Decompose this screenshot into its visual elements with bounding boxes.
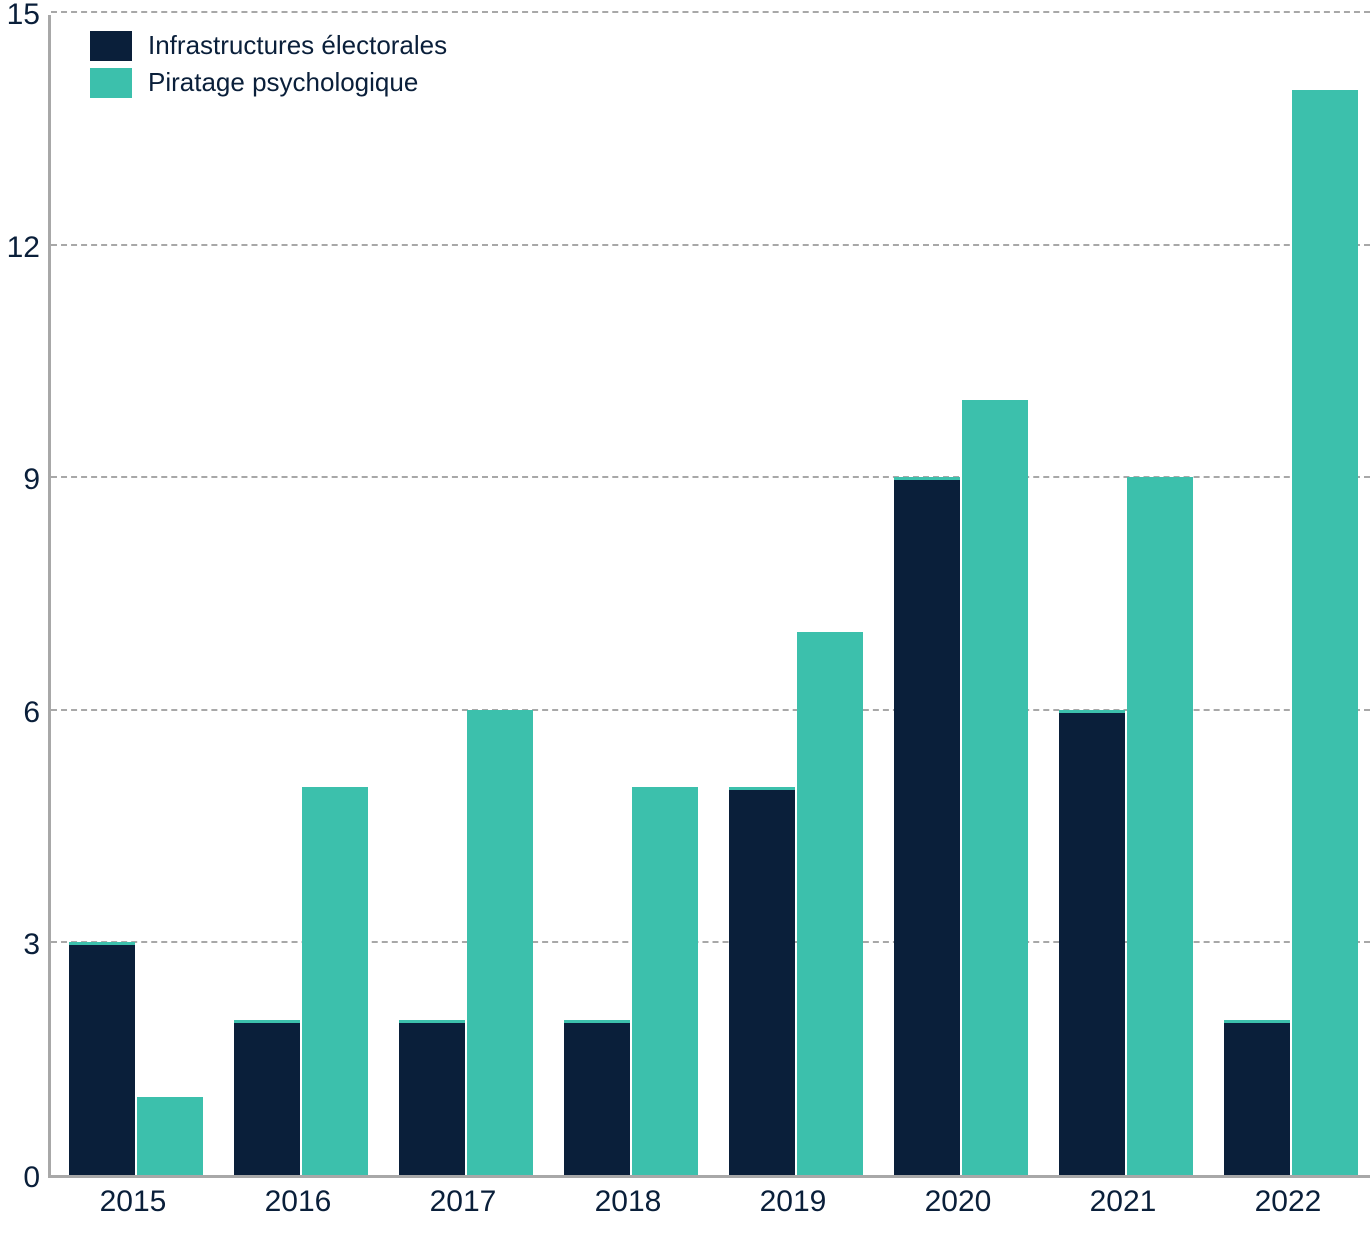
x-axis-tick-label: 2019 — [760, 1185, 827, 1219]
gridline — [51, 11, 1370, 13]
bar — [137, 1097, 203, 1175]
legend-item: Infrastructures électorales — [90, 30, 447, 61]
legend-label: Infrastructures électorales — [148, 30, 447, 61]
x-axis-tick-label: 2021 — [1090, 1185, 1157, 1219]
bar — [564, 1020, 630, 1175]
bar — [302, 787, 368, 1175]
y-axis-tick-label: 6 — [23, 696, 40, 730]
bar — [467, 710, 533, 1175]
y-axis-tick-label: 9 — [23, 463, 40, 497]
bar — [797, 632, 863, 1175]
bar — [1127, 477, 1193, 1175]
plot-area — [48, 15, 1370, 1178]
x-axis-tick-label: 2018 — [595, 1185, 662, 1219]
y-axis-tick-label: 12 — [7, 231, 40, 265]
y-axis-tick-label: 0 — [23, 1161, 40, 1195]
legend-swatch — [90, 68, 132, 98]
x-axis-tick-label: 2020 — [925, 1185, 992, 1219]
bar — [632, 787, 698, 1175]
bar — [234, 1020, 300, 1175]
bar — [962, 400, 1028, 1175]
x-axis-tick-label: 2017 — [430, 1185, 497, 1219]
legend-item: Piratage psychologique — [90, 67, 447, 98]
legend: Infrastructures électorales Piratage psyc… — [90, 30, 447, 104]
bar-chart: 0 3 6 9 12 15 2015 2016 2017 2018 2019 2020 2021 202… — [0, 0, 1370, 1238]
y-axis-tick-label: 15 — [7, 0, 40, 32]
x-axis-tick-label: 2016 — [265, 1185, 332, 1219]
x-axis-tick-label: 2015 — [100, 1185, 167, 1219]
bar — [894, 477, 960, 1175]
bar — [399, 1020, 465, 1175]
bar — [729, 787, 795, 1175]
legend-swatch — [90, 31, 132, 61]
bar — [1292, 90, 1358, 1175]
bar — [69, 942, 135, 1175]
gridline — [51, 244, 1370, 246]
bar — [1059, 710, 1125, 1175]
legend-label: Piratage psychologique — [148, 67, 418, 98]
x-axis-tick-label: 2022 — [1255, 1185, 1322, 1219]
bar — [1224, 1020, 1290, 1175]
y-axis-tick-label: 3 — [23, 928, 40, 962]
